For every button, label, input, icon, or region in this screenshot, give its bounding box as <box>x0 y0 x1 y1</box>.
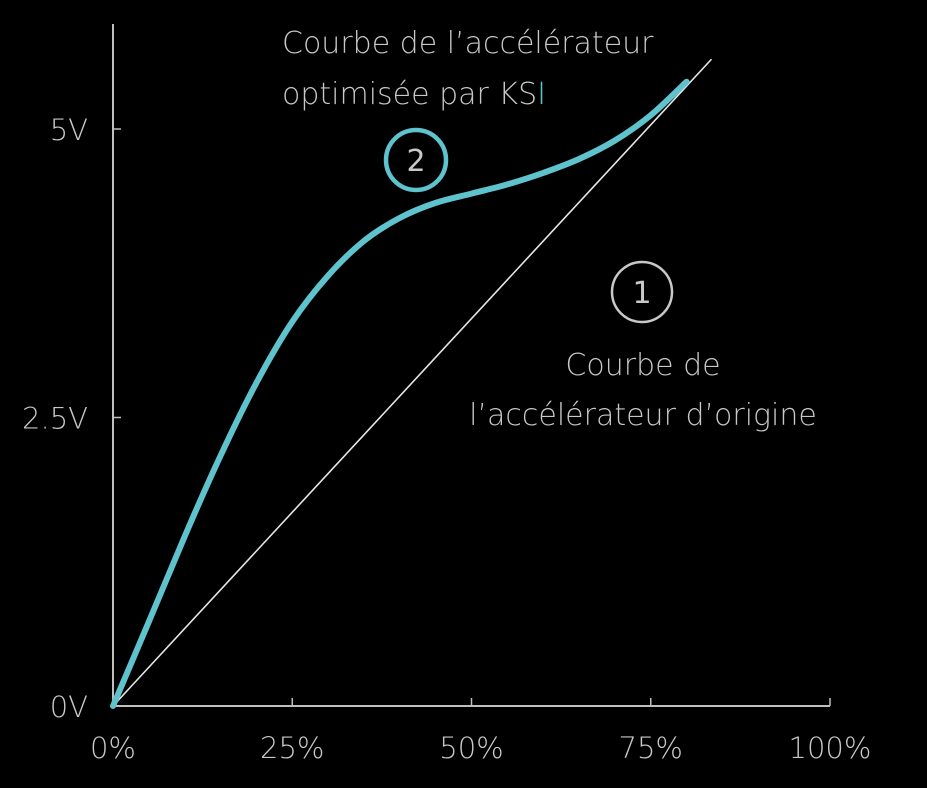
annotation-badge-number-original: 1 <box>632 276 651 311</box>
series-line-original <box>112 58 712 707</box>
x-tick-label: 50% <box>439 731 503 765</box>
annotation-label-ksi-line-1: Courbe de l’accélérateur <box>282 26 654 61</box>
annotation-badge-original <box>610 260 674 324</box>
series-layer <box>110 58 712 709</box>
x-tick-labels: 0% 25% 50% 75% 100% <box>90 731 871 765</box>
annotation-badge-ksi <box>383 127 449 193</box>
annotation-ksi: Courbe de l’accélérateur optimisée par K… <box>282 26 654 193</box>
annotation-original: 1 Courbe de l’accélérateur d’origine <box>469 260 817 433</box>
x-tick-label: 100% <box>789 731 872 765</box>
y-tick-label: 0V <box>50 690 88 724</box>
x-tick-label: 75% <box>619 731 683 765</box>
series-line-ksi <box>110 78 690 709</box>
annotation-label-original-line-1: Courbe de <box>565 348 720 383</box>
annotation-badge-number-ksi: 2 <box>406 144 425 179</box>
y-tick-label: 2.5V <box>22 402 88 436</box>
y-tick-labels: 0V 2.5V 5V <box>22 113 88 724</box>
y-tick-label: 5V <box>50 113 88 147</box>
annotation-label-ksi-line-2: optimisée par KSI <box>282 77 546 112</box>
annotation-label-ksi-line-2-main: optimisée par KS <box>282 77 537 112</box>
annotation-label-original-line-2: l’accélérateur d’origine <box>469 398 817 433</box>
axes <box>112 24 831 707</box>
y-tick-marks <box>113 128 121 419</box>
x-tick-label: 0% <box>90 731 136 765</box>
annotation-label-ksi-accent-letter: I <box>537 77 546 112</box>
x-tick-marks <box>291 698 831 706</box>
x-tick-label: 25% <box>260 731 324 765</box>
